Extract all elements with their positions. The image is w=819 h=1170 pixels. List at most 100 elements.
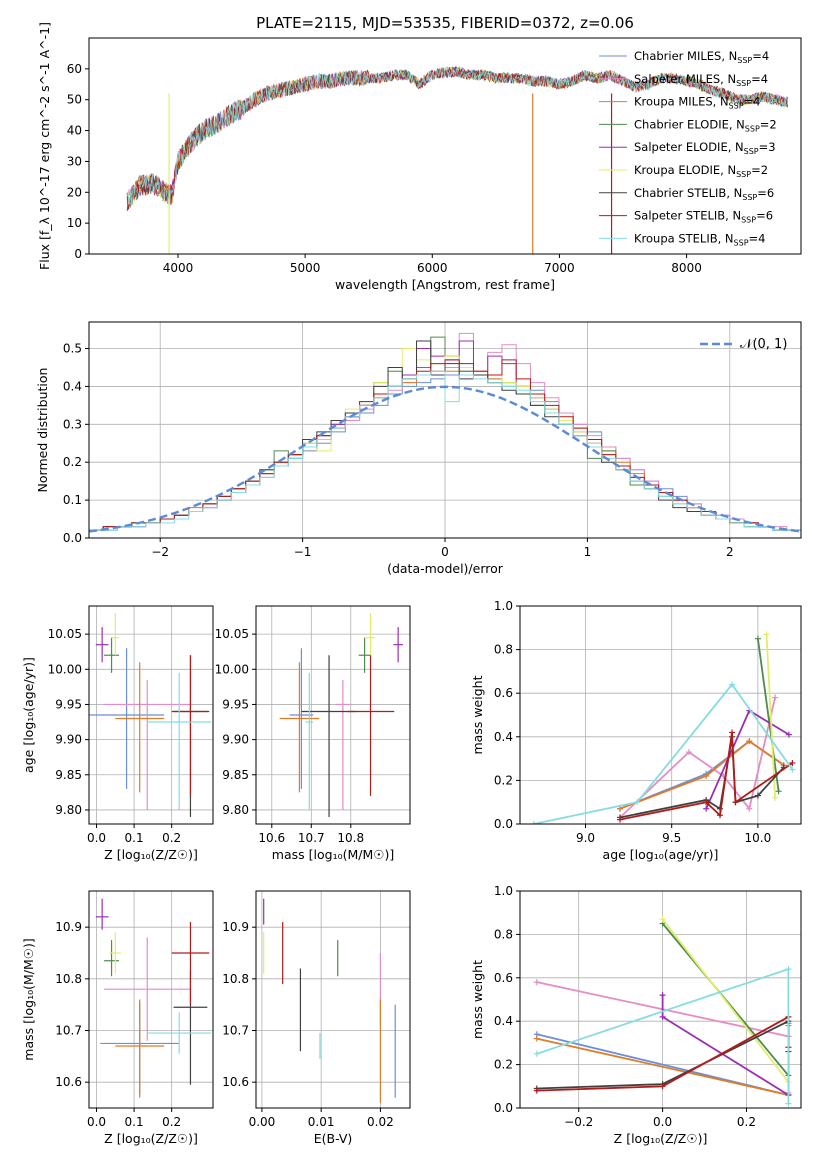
y-tick-label: 20 <box>67 185 82 199</box>
y-tick-label: 9.80 <box>222 803 249 817</box>
chart-residuals: 𝒩(0, 1) −2 −1 0 1 2 0.0 0.1 0.2 0.3 0.4 0.5 (data-mo… <box>35 321 802 576</box>
x-tick-label: 0 <box>441 545 449 559</box>
data-point-marker <box>789 759 796 766</box>
data-point-marker <box>763 631 770 638</box>
data-point-marker <box>716 812 723 819</box>
errorbar-kroupa-elodie <box>109 932 121 974</box>
y-tick-label: 9.95 <box>222 697 249 711</box>
errorbar-chabrier-elodie <box>104 637 120 673</box>
y-tick-label: 0.2 <box>63 455 82 469</box>
x-tick-label: 0.0 <box>87 1115 106 1129</box>
chart-mass-weight-vs-Z: −0.2 0.0 0.2 0.0 0.2 0.4 0.6 0.8 1.0 Z [log₁₀(Z/Z… <box>470 884 802 1146</box>
y-tick-label: 10.6 <box>222 1075 249 1089</box>
y-tick-label: 0.6 <box>494 686 513 700</box>
y-tick-label: 60 <box>67 62 82 76</box>
x-tick-label: −1 <box>294 545 312 559</box>
x-tick-label: 0.00 <box>249 1115 276 1129</box>
data-point-marker <box>533 979 540 986</box>
x-axis-label: E(B-V) <box>314 1131 353 1146</box>
errorbar-kroupa-miles <box>115 999 165 1098</box>
y-axis-label: Flux [f_λ 10^-17 erg cm^-2 s^-1 A^-1] <box>37 22 52 270</box>
x-tick-label: 10.6 <box>258 831 285 845</box>
x-tick-label: 0.0 <box>87 831 106 845</box>
data-point-marker <box>659 916 666 923</box>
data-point-marker <box>746 805 753 812</box>
x-tick-label: 0.02 <box>367 1115 394 1129</box>
errorbar-kroupa-stelib <box>147 672 212 810</box>
errorbar-salpeter-stelib <box>171 922 210 1005</box>
data-point-marker <box>754 635 761 642</box>
data-point-marker <box>530 821 537 824</box>
hist-kroupa-stelib <box>89 370 801 538</box>
x-tick-label: 0.2 <box>162 831 181 845</box>
y-axis-label: Normed distribution <box>35 368 50 493</box>
data-point-marker <box>772 694 779 701</box>
y-tick-label: 10.05 <box>215 627 249 641</box>
y-tick-label: 10.9 <box>222 920 249 934</box>
y-tick-label: 10.00 <box>215 662 249 676</box>
x-tick-label: 5000 <box>290 261 321 275</box>
errorbar-chabrier-elodie <box>104 940 120 977</box>
plot-area <box>89 613 212 817</box>
data-point-marker <box>685 749 692 756</box>
x-tick-label: 0.1 <box>125 831 144 845</box>
plot-area <box>279 613 403 817</box>
plot-area <box>530 631 796 824</box>
data-point-marker <box>659 992 666 999</box>
plot-area <box>89 332 801 538</box>
errorbar-salpeter-elodie <box>95 898 109 930</box>
y-tick-label: 1.0 <box>494 599 513 613</box>
y-tick-label: 0.3 <box>63 417 82 431</box>
legend-label: Kroupa ELODIE, NSSP=2 <box>634 163 768 179</box>
x-tick-label: 8000 <box>671 261 702 275</box>
x-tick-label: 1 <box>584 545 592 559</box>
y-tick-label: 1.0 <box>494 884 513 898</box>
errorbar-salpeter-miles <box>104 679 191 810</box>
legend-label: Salpeter STELIB, NSSP=6 <box>634 209 773 225</box>
x-tick-label: 10.8 <box>337 831 364 845</box>
data-point-marker <box>703 799 710 806</box>
errorbar-salpeter-miles <box>334 679 351 810</box>
chart-title: PLATE=2115, MJD=53535, FIBERID=0372, z=0… <box>256 14 634 32</box>
y-axis-label: age [log₁₀(age/yr)] <box>21 657 36 773</box>
x-tick-label: 0.2 <box>737 1115 756 1129</box>
legend-label: Salpeter ELODIE, NSSP=3 <box>634 140 776 156</box>
errorbar-kroupa-miles <box>279 662 320 793</box>
y-tick-label: 0 <box>74 247 82 261</box>
data-point-marker <box>785 731 792 738</box>
x-axis-label: mass [log₁₀(M/M☉)] <box>272 847 394 862</box>
y-tick-label: 9.85 <box>222 768 249 782</box>
spectrum-legend: Chabrier MILES, NSSP=4 Salpeter MILES, NS… <box>599 49 777 247</box>
x-tick-label: −0.2 <box>564 1115 593 1129</box>
y-axis-label: mass weight <box>470 960 485 1039</box>
errorbar-salpeter-elodie <box>393 627 403 663</box>
data-point-marker <box>729 681 736 688</box>
y-tick-label: 10.05 <box>48 627 82 641</box>
y-tick-label: 0.4 <box>494 1014 513 1028</box>
axes-frame <box>88 37 802 255</box>
chart-mass-vs-EBV: 0.00 0.01 0.02 10.6 10.7 10.8 10.9 E(B-V) <box>222 890 411 1146</box>
data-point-marker <box>634 799 641 806</box>
chart-mass-weight-vs-age: 9.0 9.5 10.0 0.0 0.2 0.4 0.6 0.8 1.0 age [log₁₀(a… <box>470 599 802 862</box>
errorbar-chabrier-elodie <box>358 637 371 673</box>
y-tick-label: 0.0 <box>494 817 513 831</box>
y-tick-label: 10.7 <box>55 1024 82 1038</box>
errorbar-kroupa-stelib <box>305 672 314 810</box>
legend-label: Kroupa STELIB, NSSP=4 <box>634 231 765 247</box>
y-tick-label: 30 <box>67 154 82 168</box>
spectrum-line-salpeter-miles <box>126 66 789 206</box>
errorbar-kroupa-miles <box>115 662 165 793</box>
chart-spectrum: Chabrier MILES, NSSP=4 Salpeter MILES, NS… <box>37 14 802 292</box>
data-point-marker <box>732 799 739 806</box>
plot-area <box>263 898 396 1103</box>
errorbar-kroupa-elodie <box>365 613 376 656</box>
y-tick-label: 0.5 <box>63 342 82 356</box>
data-point-marker <box>754 792 761 799</box>
data-point-marker <box>659 1083 666 1090</box>
legend-label: 𝒩(0, 1) <box>740 337 787 352</box>
data-point-marker <box>616 816 623 823</box>
y-tick-label: 0.0 <box>63 531 82 545</box>
legend-label: Chabrier STELIB, NSSP=6 <box>634 186 774 202</box>
y-tick-label: 10 <box>67 216 82 230</box>
axes-frame <box>255 890 411 1109</box>
